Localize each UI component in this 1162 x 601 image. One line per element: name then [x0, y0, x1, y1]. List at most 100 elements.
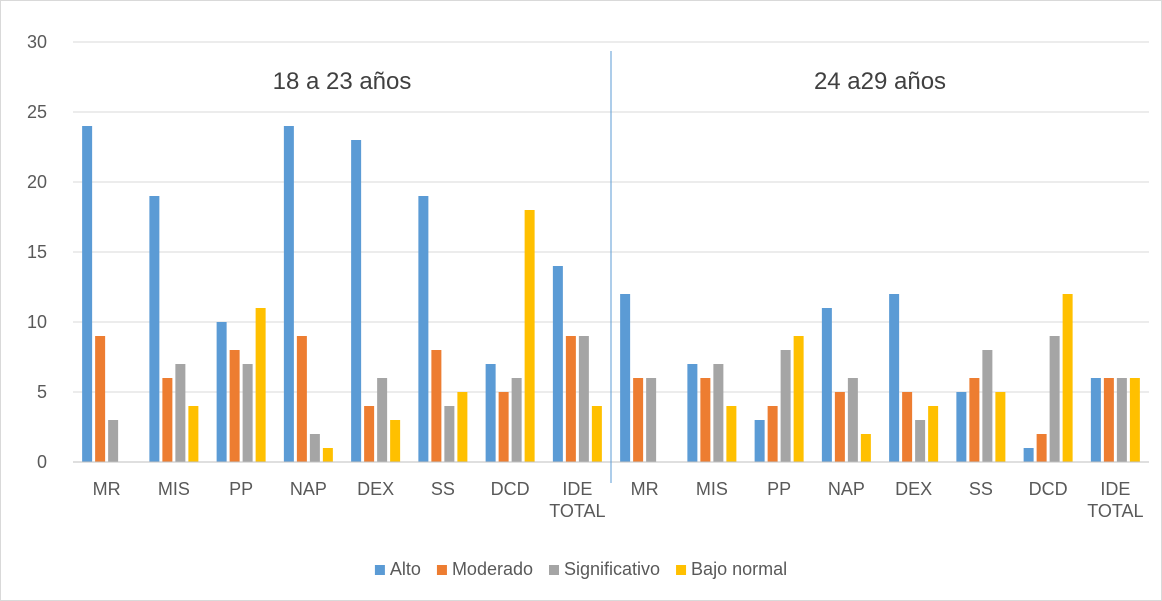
category-label: PP: [767, 479, 791, 499]
bar: [296, 336, 307, 462]
bar: [834, 392, 845, 462]
bar: [255, 308, 266, 462]
bar: [149, 196, 160, 462]
group-label: 18 a 23 años: [273, 68, 412, 95]
bar: [351, 140, 362, 462]
legend-label: Significativo: [564, 559, 660, 579]
category-label: TOTAL: [1087, 501, 1143, 521]
bar: [457, 392, 468, 462]
category-label: SS: [431, 479, 455, 499]
bar: [95, 336, 106, 462]
bar: [915, 420, 926, 462]
bar: [1036, 434, 1047, 462]
bar: [1023, 448, 1034, 462]
bar: [498, 392, 509, 462]
y-tick-label: 20: [27, 172, 47, 192]
bar: [565, 336, 576, 462]
legend-swatch: [549, 565, 559, 575]
legend-swatch: [374, 565, 385, 575]
bar: [1116, 378, 1127, 462]
y-tick-label: 5: [37, 382, 47, 402]
category-label: DCD: [491, 479, 530, 499]
group-label: 24 a29 años: [814, 68, 946, 95]
bar: [928, 406, 939, 462]
bar: [995, 392, 1006, 462]
bar: [377, 378, 388, 462]
bar: [108, 420, 119, 462]
bar: [431, 350, 442, 462]
bar: [216, 322, 227, 462]
bar: [242, 364, 253, 462]
bar: [524, 210, 535, 462]
legend-label: Moderado: [452, 559, 533, 579]
bar: [82, 126, 93, 462]
bar: [578, 336, 589, 462]
bar: [713, 364, 724, 462]
bar: [889, 294, 900, 462]
legend-label: Bajo normal: [691, 559, 787, 579]
y-tick-label: 30: [27, 32, 47, 52]
y-axis-ticks: 0 5 10 15 20 25 30: [27, 32, 47, 472]
category-label: SS: [969, 479, 993, 499]
bar: [847, 378, 858, 462]
bar: [444, 406, 455, 462]
legend-swatch: [436, 565, 447, 575]
bar: [982, 350, 993, 462]
bars: [82, 126, 1140, 462]
group-labels: 18 a 23 años 24 a29 años: [273, 68, 946, 95]
category-label: MR: [631, 479, 659, 499]
bar: [283, 126, 294, 462]
bar: [364, 406, 375, 462]
y-tick-label: 25: [27, 102, 47, 122]
bar: [175, 364, 186, 462]
legend: Alto Moderado Significativo Bajo normal: [374, 559, 787, 579]
bar: [1049, 336, 1060, 462]
legend-swatch: [676, 565, 687, 575]
bar: [1129, 378, 1140, 462]
bar: [591, 406, 602, 462]
bar: [726, 406, 737, 462]
bar: [485, 364, 496, 462]
legend-item: Moderado: [436, 559, 533, 579]
category-label: NAP: [828, 479, 865, 499]
category-label: IDE: [562, 479, 592, 499]
bar: [418, 196, 429, 462]
bar: [767, 406, 778, 462]
bar: [633, 378, 644, 462]
bar: [687, 364, 698, 462]
legend-label: Alto: [390, 559, 421, 579]
bar: [229, 350, 240, 462]
bar: [860, 434, 871, 462]
y-tick-label: 0: [37, 452, 47, 472]
y-tick-label: 10: [27, 312, 47, 332]
legend-item: Alto: [374, 559, 421, 579]
category-label: DCD: [1029, 479, 1068, 499]
bar: [322, 448, 333, 462]
bar: [700, 378, 711, 462]
bar: [511, 378, 522, 462]
category-label: TOTAL: [549, 501, 605, 521]
bar: [956, 392, 967, 462]
bar: [162, 378, 173, 462]
bar: [188, 406, 199, 462]
bar: [552, 266, 563, 462]
bar: [390, 420, 401, 462]
category-label: MIS: [696, 479, 728, 499]
bar: [620, 294, 631, 462]
category-label: MIS: [158, 479, 190, 499]
category-label: IDE: [1100, 479, 1130, 499]
category-label: MR: [93, 479, 121, 499]
x-axis: [73, 51, 1149, 483]
bar: [821, 308, 832, 462]
category-label: NAP: [290, 479, 327, 499]
bar: [309, 434, 320, 462]
category-label: DEX: [895, 479, 932, 499]
bar: [902, 392, 913, 462]
bar: [780, 350, 791, 462]
bar: [1062, 294, 1073, 462]
bar: [1103, 378, 1114, 462]
bar: [969, 378, 980, 462]
